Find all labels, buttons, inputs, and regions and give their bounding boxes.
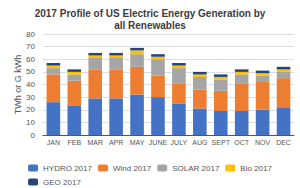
svg-text:TWh or G kWh: TWh or G kWh (13, 55, 23, 115)
svg-text:2017 Profile of US Electric En: 2017 Profile of US Electric Energy Gener… (35, 8, 266, 19)
svg-text:0: 0 (30, 131, 35, 140)
svg-text:40: 40 (26, 80, 35, 89)
svg-text:Bio 2017: Bio 2017 (240, 164, 272, 173)
svg-text:FEB: FEB (67, 139, 81, 146)
svg-text:30: 30 (26, 93, 35, 102)
svg-text:OCT: OCT (234, 139, 250, 146)
svg-text:80: 80 (26, 30, 35, 39)
svg-text:MAY: MAY (130, 139, 145, 146)
svg-text:20: 20 (26, 105, 35, 114)
svg-text:50: 50 (26, 67, 35, 76)
svg-text:60: 60 (26, 55, 35, 64)
svg-text:SEPT: SEPT (212, 139, 231, 146)
svg-text:10: 10 (26, 118, 35, 127)
svg-text:HYDRO 2017: HYDRO 2017 (43, 164, 92, 173)
svg-text:SOLAR 2017: SOLAR 2017 (172, 164, 220, 173)
svg-text:AUG: AUG (192, 139, 207, 146)
svg-text:APR: APR (109, 139, 123, 146)
svg-text:GEO 2017: GEO 2017 (43, 178, 81, 187)
svg-text:70: 70 (26, 42, 35, 51)
svg-text:Wind 2017: Wind 2017 (113, 164, 152, 173)
svg-text:NOV: NOV (255, 139, 271, 146)
svg-text:JUNE: JUNE (149, 139, 168, 146)
svg-text:DEC: DEC (276, 139, 291, 146)
svg-text:MAR: MAR (87, 139, 103, 146)
svg-text:JAN: JAN (47, 139, 60, 146)
svg-text:JULY: JULY (171, 139, 188, 146)
svg-text:all Renewables: all Renewables (114, 20, 186, 31)
